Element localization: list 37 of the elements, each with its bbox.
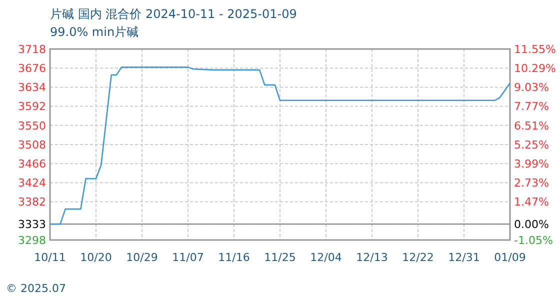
y2-tick-label: 11.55% (514, 42, 556, 56)
chart-subtitle: 99.0% min片碱 (50, 25, 139, 39)
y2-tick-label: 0.00% (514, 218, 549, 231)
line-series (49, 66, 511, 225)
y2-tick-label: 1.47% (514, 196, 549, 209)
y2-tick-label: 7.77% (514, 100, 549, 114)
y-tick-label: 3508 (18, 138, 46, 152)
x-tick-label: 12/04 (310, 251, 342, 264)
chart-title: 片碱 国内 混合价 2024-10-11 - 2025-01-09 (50, 7, 297, 21)
y-tick-label: 3718 (18, 42, 46, 56)
x-tick-label: 01/09 (494, 251, 526, 264)
x-tick-label: 11/25 (264, 251, 296, 264)
y-tick-label: 3550 (18, 119, 46, 132)
x-tick-label: 10/20 (80, 251, 112, 264)
y-tick-label: 3298 (18, 234, 46, 247)
y2-tick-label: -1.05% (514, 234, 553, 247)
x-tick-label: 12/31 (448, 251, 480, 264)
x-tick-label: 10/29 (126, 251, 158, 264)
y-tick-label: 3466 (18, 157, 46, 170)
text: © 2025.07 (6, 282, 66, 295)
y2-tick-label: 6.51% (514, 119, 549, 132)
y-tick-label: 3592 (18, 100, 46, 114)
y2-tick-label: 5.25% (514, 138, 549, 152)
y-tick-label: 3676 (18, 62, 46, 75)
x-tick-label: 12/13 (356, 251, 388, 264)
x-tick-label: 11/07 (172, 251, 204, 264)
y-tick-label: 3424 (18, 176, 46, 190)
x-tick-label: 10/11 (34, 251, 66, 264)
y2-tick-label: 10.29% (514, 62, 556, 75)
y-tick-label: 3382 (18, 196, 46, 209)
x-tick-label: 11/16 (218, 251, 250, 264)
y2-tick-label: 3.99% (514, 157, 549, 170)
y2-tick-label: 9.03% (514, 81, 549, 94)
x-tick-label: 12/22 (402, 251, 434, 264)
y2-tick-label: 2.73% (514, 176, 549, 190)
y-tick-label: 3634 (18, 81, 46, 94)
y-tick-label: 3333 (18, 218, 46, 231)
